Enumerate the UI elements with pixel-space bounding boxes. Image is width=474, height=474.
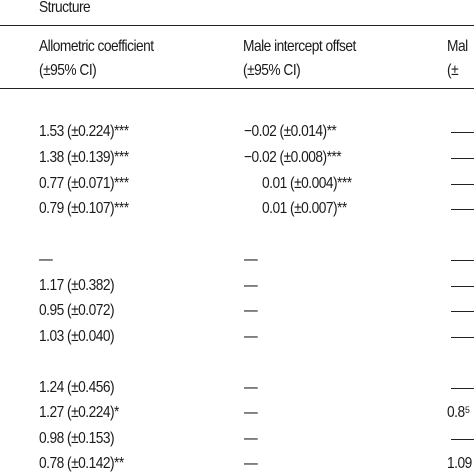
table-cell: — [39, 251, 53, 268]
em-dash-mark [451, 311, 474, 312]
table-cell: — [244, 302, 258, 319]
em-dash-mark [451, 132, 474, 133]
em-dash-mark [451, 260, 474, 261]
col-header-male-intercept-offset: Male intercept offset [243, 38, 356, 55]
header-bottom-rule [0, 88, 474, 89]
table-cell: 0.79 (±0.107)*** [39, 200, 129, 217]
table-cell: 1.53 (±0.224)*** [39, 123, 129, 140]
table-cell: — [244, 430, 258, 447]
table-cell: 0.01 (±0.007)** [262, 200, 347, 217]
col-header-male-intercept-ci: (±95% CI) [243, 62, 301, 79]
table-cell: 0.78 (±0.142)** [39, 455, 124, 472]
table-cell: 0.01 (±0.004)*** [262, 175, 352, 192]
table-cell: 1.03 (±0.040) [39, 328, 115, 345]
em-dash-mark [451, 158, 474, 159]
table-cell: −0.02 (±0.008)*** [244, 149, 342, 166]
table-cell: — [244, 277, 258, 294]
table-cell: — [244, 379, 258, 396]
em-dash-mark [451, 388, 474, 389]
table-cell: 0.77 (±0.071)*** [39, 175, 129, 192]
table-cell: 1.27 (±0.224)* [39, 404, 119, 421]
em-dash-mark [451, 337, 474, 338]
em-dash-mark [451, 209, 474, 210]
col-header-third-ci-truncated: (± [447, 62, 459, 79]
table-cell: — [244, 455, 258, 472]
em-dash-mark [451, 286, 474, 287]
table-cell: — [244, 404, 258, 421]
table-cell-truncated: 0.8⁵ [447, 404, 470, 421]
table-cell: −0.02 (±0.014)** [244, 123, 337, 140]
table-cell: 0.98 (±0.153) [39, 430, 115, 447]
table-cell: 1.17 (±0.382) [39, 277, 115, 294]
table-cell: 1.38 (±0.139)*** [39, 149, 129, 166]
col-header-allometric-coefficient: Allometric coefficient [39, 38, 154, 55]
table-cell: — [244, 251, 258, 268]
em-dash-mark [451, 439, 474, 440]
em-dash-mark [451, 184, 474, 185]
structure-group-label: Structure [39, 0, 91, 16]
table-cell: 0.95 (±0.072) [39, 302, 115, 319]
table-cell-truncated: 1.09 [447, 455, 472, 472]
table-cell: — [244, 328, 258, 345]
header-group-rule [0, 25, 474, 26]
col-header-allometric-ci: (±95% CI) [39, 62, 97, 79]
table-cell: 1.24 (±0.456) [39, 379, 115, 396]
col-header-third-truncated: Mal [447, 38, 468, 55]
